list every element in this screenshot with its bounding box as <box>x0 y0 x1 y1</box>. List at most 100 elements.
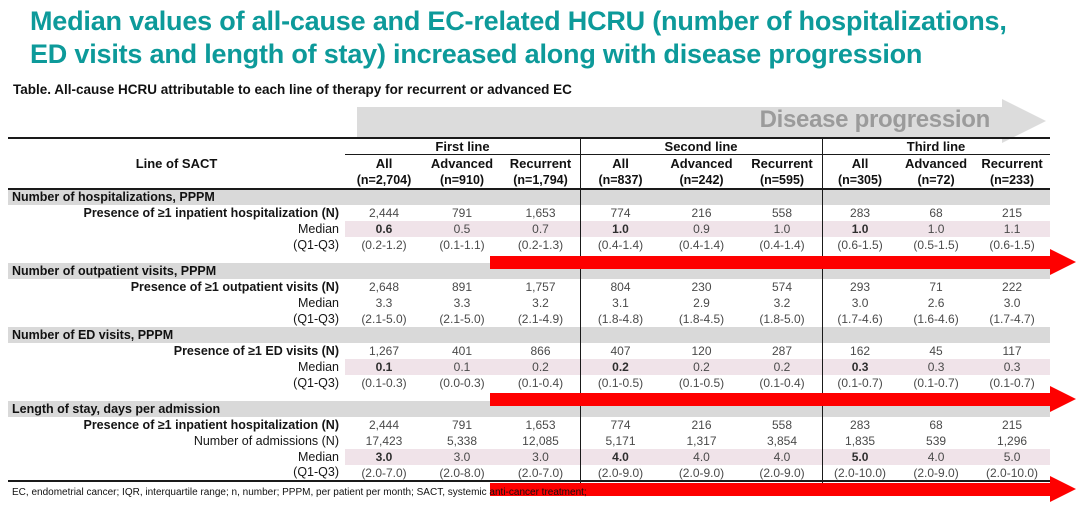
value-cell: 5,338 <box>446 434 478 448</box>
value-cell: 0.2 <box>661 359 742 375</box>
trend-arrowhead-icon <box>1050 386 1076 412</box>
value-cell: (2.0-10.0) <box>986 465 1039 480</box>
value-cell: 287 <box>772 344 793 358</box>
value-cell: 3.2 <box>532 296 549 310</box>
hcru-table: Line of SACT First line Second line Thir… <box>8 137 1051 482</box>
value-cell: 3.2 <box>773 296 791 310</box>
group-divider-line <box>822 137 823 485</box>
value-cell: 791 <box>451 418 473 432</box>
value-cell: 2,444 <box>368 418 400 432</box>
group-header-first-line: First line <box>345 138 580 155</box>
col-n: (n=242) <box>679 172 724 187</box>
value-cell: (0.1-0.4) <box>759 376 805 390</box>
value-cell: 407 <box>610 344 631 358</box>
value-cell: (2.0-9.0) <box>678 465 725 480</box>
table-caption: Table. All-cause HCRU attributable to ea… <box>13 82 572 97</box>
value-cell: 1.0 <box>898 221 975 237</box>
footnote: EC, endometrial cancer; IQR, interquarti… <box>12 487 587 498</box>
value-cell: (0.1-0.7) <box>913 376 959 390</box>
row-label: Presence of ≥1 inpatient hospitalization… <box>83 205 339 220</box>
value-cell: 216 <box>691 418 712 432</box>
value-cell: (0.6-1.5) <box>837 238 883 252</box>
value-cell: (2.1-5.0) <box>439 312 485 326</box>
col-n: (n=910) <box>439 172 485 187</box>
table-body: Number of hospitalizations, PPPM Presence… <box>8 189 1051 481</box>
value-cell: (0.4-1.4) <box>597 238 644 252</box>
value-cell: (2.0-7.0) <box>517 465 564 480</box>
value-cell: 3.0 <box>1003 296 1021 310</box>
value-cell: 574 <box>772 280 793 294</box>
table-row: (Q1-Q3) (2.1-5.0) (2.1-5.0) (2.1-4.9) (1.8-4… <box>8 311 1050 327</box>
value-cell: (1.6-4.6) <box>913 312 959 326</box>
value-cell: 1.0 <box>580 221 661 237</box>
group-divider-line <box>580 137 581 485</box>
row-label: (Q1-Q3) <box>293 465 339 480</box>
value-cell: 891 <box>451 280 473 294</box>
table-row: Median 0.6 0.5 0.7 1.0 0.9 1.0 1.0 1.0 1.1 <box>8 221 1051 237</box>
value-cell: 3.3 <box>375 296 393 310</box>
row-label: Median <box>298 221 339 236</box>
value-cell: (0.1-0.5) <box>597 376 644 390</box>
value-cell: 0.3 <box>898 359 975 375</box>
value-cell: 774 <box>610 206 631 220</box>
table-row: (Q1-Q3) (0.1-0.3) (0.0-0.3) (0.1-0.4) (0.1-0… <box>8 375 1050 391</box>
value-cell: 3.0 <box>345 449 423 465</box>
table-row: Presence of ≥1 outpatient visits (N) 2,64… <box>8 279 1050 295</box>
value-cell: 2.6 <box>927 296 945 310</box>
value-cell: 1,653 <box>525 206 556 220</box>
value-cell: 283 <box>850 206 871 220</box>
value-cell: (0.2-1.2) <box>361 238 407 252</box>
row-label: Presence of ≥1 outpatient visits (N) <box>130 279 339 294</box>
value-cell: 222 <box>1002 280 1023 294</box>
value-cell: (2.0-9.0) <box>913 465 959 480</box>
value-cell: 293 <box>850 280 871 294</box>
value-cell: 5,171 <box>605 434 636 448</box>
value-cell: (1.8-5.0) <box>759 312 805 326</box>
value-cell: 5.0 <box>974 449 1051 465</box>
value-cell: (0.0-0.3) <box>439 376 485 390</box>
table-row: (Q1-Q3) (2.0-7.0) (2.0-8.0) (2.0-7.0) (2.0-9… <box>8 465 1050 481</box>
value-cell: 3.0 <box>423 449 501 465</box>
value-cell: (0.4-1.4) <box>678 238 725 252</box>
value-cell: (0.6-1.5) <box>989 238 1035 252</box>
value-cell: (1.8-4.5) <box>678 312 725 326</box>
value-cell: 45 <box>929 344 943 358</box>
col-n: (n=305) <box>837 172 883 187</box>
value-cell: (0.1-0.7) <box>837 376 883 390</box>
value-cell: 1,757 <box>525 280 556 294</box>
value-cell: 774 <box>610 418 631 432</box>
value-cell: 5.0 <box>822 449 899 465</box>
col-n: (n=837) <box>598 172 643 187</box>
trend-arrow-icon <box>490 393 1050 406</box>
trend-arrow-icon <box>490 256 1050 269</box>
value-cell: 539 <box>926 434 947 448</box>
section-header: Number of hospitalizations, PPPM <box>8 189 1051 205</box>
row-label: (Q1-Q3) <box>293 237 339 252</box>
value-cell: (0.1-0.7) <box>989 376 1035 390</box>
table-row: Median 3.0 3.0 3.0 4.0 4.0 4.0 5.0 4.0 5.0 <box>8 449 1051 465</box>
value-cell: (2.0-9.0) <box>597 465 644 480</box>
value-cell: 4.0 <box>742 449 823 465</box>
group-header-second-line: Second line <box>580 138 823 155</box>
value-cell: 2,648 <box>368 280 400 294</box>
value-cell: 68 <box>929 206 943 220</box>
value-cell: (2.0-7.0) <box>361 465 407 480</box>
value-cell: 283 <box>850 418 871 432</box>
trend-arrowhead-icon <box>1050 249 1076 275</box>
value-cell: 12,085 <box>522 434 559 448</box>
table-row: Median 3.3 3.3 3.2 3.1 2.9 3.2 3.0 2.6 3.0 <box>8 295 1050 311</box>
row-label: Presence of ≥1 inpatient hospitalization… <box>83 417 339 432</box>
value-cell: (2.0-9.0) <box>759 465 805 480</box>
value-cell: (0.1-1.1) <box>439 238 485 252</box>
row-label: Median <box>298 359 339 374</box>
value-cell: 1.0 <box>742 221 823 237</box>
col-header: All <box>851 155 869 171</box>
value-cell: 2,444 <box>368 206 400 220</box>
col-header: Recurrent <box>751 155 813 171</box>
value-cell: (2.0-10.0) <box>834 465 887 480</box>
col-header: Recurrent <box>981 155 1043 171</box>
value-cell: 0.2 <box>742 359 823 375</box>
value-cell: (1.8-4.8) <box>597 312 644 326</box>
value-cell: (0.1-0.3) <box>361 376 407 390</box>
row-label-header: Line of SACT <box>135 156 218 171</box>
